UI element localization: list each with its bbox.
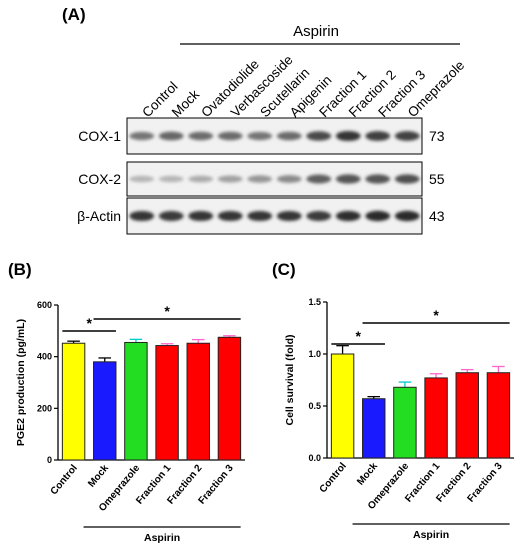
- blot-band: [188, 210, 214, 222]
- blot-kda-label: 43: [429, 208, 445, 224]
- blot-band: [365, 174, 391, 184]
- y-axis-title: PGE2 production (pg/mL): [15, 319, 27, 446]
- blot-row-label: β-Actin: [77, 208, 121, 224]
- blot-row-cox-1: COX-1 73: [78, 117, 445, 155]
- panel-b-pge2-chart: (B) 0 200 400 600 PGE2 production (pg/mL) Con…: [8, 260, 245, 544]
- blot-band: [158, 175, 184, 183]
- category-label-control: Control: [318, 461, 349, 495]
- blot-band: [129, 131, 155, 141]
- lane-labels: ControlMockOvatodiolideVerbascosideScute…: [139, 52, 467, 120]
- blot-band: [394, 210, 420, 222]
- bar-fraction-1: [155, 345, 179, 461]
- blot-band: [217, 175, 243, 183]
- blot-band: [158, 131, 184, 141]
- category-label-control: Control: [49, 463, 80, 497]
- y-tick-label: 400: [37, 352, 52, 362]
- bar-fraction-3: [486, 372, 511, 459]
- significance-marker: *: [355, 328, 361, 344]
- bar-omeprazole: [124, 341, 148, 461]
- blot-row-label: COX-1: [78, 128, 121, 144]
- blot-row-label: COX-2: [78, 171, 121, 187]
- blot-band: [276, 175, 302, 183]
- blot-band: [217, 131, 243, 141]
- blot-band: [306, 211, 332, 221]
- panel-a-label: (A): [62, 5, 86, 24]
- aspirin-group-title: Aspirin: [293, 23, 339, 40]
- bar-control: [61, 342, 86, 461]
- blot-band: [335, 130, 361, 142]
- blot-band: [306, 174, 332, 184]
- aspirin-bracket-label: Aspirin: [413, 529, 449, 541]
- blot-band: [217, 210, 243, 222]
- y-tick-label: 1.0: [308, 349, 321, 359]
- panel-b-label: (B): [8, 260, 32, 279]
- y-tick-label: 0.0: [308, 453, 321, 463]
- blot-rows: COX-1 73 COX-2 55 β-Actin 43: [77, 117, 445, 235]
- bar-omeprazole: [393, 386, 417, 459]
- y-tick-label: 600: [37, 300, 52, 310]
- category-label-mock: Mock: [355, 461, 380, 488]
- blot-band: [365, 131, 391, 141]
- panel-c-cell-survival-chart: (C) 0.0 0.5 1.0 1.5 Cell survival (fold) Cont…: [272, 260, 514, 541]
- blot-band: [365, 210, 391, 222]
- y-tick-label: 1.5: [308, 297, 321, 307]
- blot-band: [247, 210, 273, 222]
- y-tick-label: 200: [37, 403, 52, 413]
- aspirin-bracket-label: Aspirin: [144, 532, 180, 544]
- blot-band: [129, 175, 155, 183]
- y-axis-title: Cell survival (fold): [284, 334, 296, 425]
- panel-a-western-blot: (A) Aspirin ControlMockOvatodiolideVerba…: [62, 5, 467, 235]
- y-tick-label: 0.5: [308, 401, 321, 411]
- blot-kda-label: 73: [429, 128, 445, 144]
- significance-marker: *: [86, 315, 92, 331]
- panel-c-label: (C): [272, 260, 296, 279]
- bar-mock: [362, 398, 386, 459]
- blot-kda-label: 55: [429, 171, 445, 187]
- bar-fraction-3: [217, 336, 242, 461]
- blot-band: [335, 210, 361, 222]
- blot-band: [394, 174, 420, 184]
- blot-band: [335, 174, 361, 184]
- blot-band: [247, 131, 273, 141]
- blot-band: [276, 210, 302, 222]
- category-label-mock: Mock: [86, 463, 111, 490]
- bar-fraction-2: [455, 372, 479, 459]
- blot-band: [276, 131, 302, 141]
- blot-band: [188, 131, 214, 141]
- blot-row-actin: β-Actin 43: [77, 197, 445, 235]
- bar-fraction-2: [186, 342, 210, 461]
- blot-band: [188, 175, 214, 183]
- blot-band: [394, 131, 420, 141]
- y-tick-label: 0: [47, 455, 52, 465]
- significance-marker: *: [164, 303, 170, 319]
- significance-marker: *: [433, 307, 439, 323]
- bar-mock: [93, 361, 117, 461]
- blot-row-cox-2: COX-2 55: [78, 161, 445, 197]
- blot-band: [158, 211, 184, 221]
- bar-control: [330, 353, 355, 459]
- blot-band: [247, 175, 273, 183]
- blot-band: [129, 210, 155, 222]
- blot-band: [306, 131, 332, 141]
- bar-fraction-1: [424, 377, 448, 459]
